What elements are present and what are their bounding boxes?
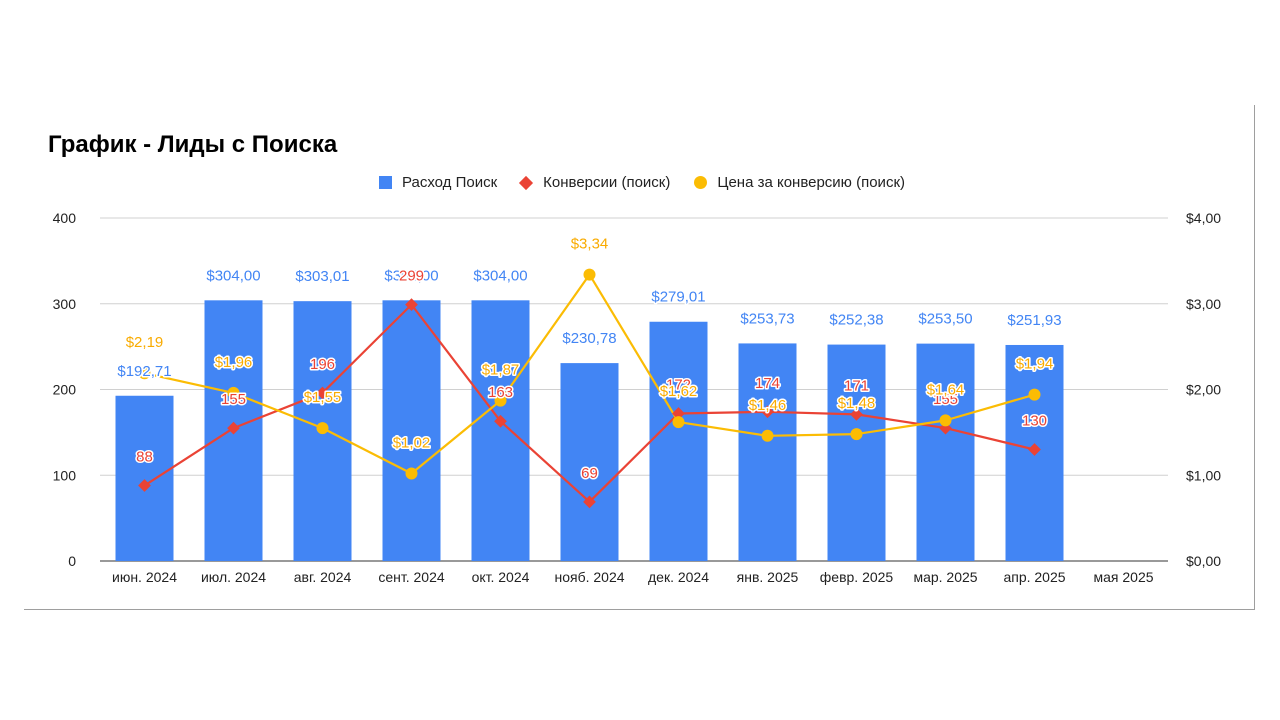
y-right-tick-label: $2,00	[1186, 382, 1221, 398]
x-tick-label: мая 2025	[1093, 569, 1153, 585]
x-tick-label: сент. 2024	[378, 569, 445, 585]
conversions-data-label: 163	[488, 384, 513, 401]
bar-spend-data-label: $304,00	[384, 267, 438, 284]
conversions-data-label: 88	[136, 449, 153, 466]
y-left-tick-label: 200	[53, 382, 77, 398]
x-tick-label: нояб. 2024	[554, 569, 624, 585]
bar-spend-data-label: $304,00	[473, 267, 527, 284]
bar-spend	[916, 343, 975, 561]
cost-per-conversion-data-label: $1,46	[749, 397, 787, 414]
conversions-data-label: 155	[933, 391, 958, 408]
legend-label-conversions: Конверсии (поиск)	[543, 174, 671, 191]
bar-spend	[738, 343, 797, 561]
conversions-data-label: 130	[1022, 413, 1047, 430]
conversions-data-label: 155	[221, 391, 246, 408]
legend-item-spend[interactable]: Расход Поиск	[378, 174, 498, 191]
conversions-data-label: 299	[399, 268, 424, 285]
legend-label-cost-per-conversion: Цена за конверсию (поиск)	[717, 174, 905, 191]
legend-item-conversions[interactable]: Конверсии (поиск)	[519, 174, 671, 191]
x-tick-label: янв. 2025	[737, 569, 799, 585]
cost-per-conversion-data-label: $2,19	[126, 334, 164, 351]
conversions-data-label: 196	[310, 356, 335, 373]
conversions-point	[494, 414, 507, 428]
bar-spend	[649, 321, 708, 561]
bar-spend-data-label: $279,01	[651, 289, 705, 306]
y-left-tick-label: 300	[53, 296, 77, 312]
cost-per-conversion-point	[761, 429, 774, 442]
bar-spend	[560, 363, 619, 561]
cost-per-conversion-point	[1028, 388, 1041, 401]
conversions-point	[138, 479, 151, 492]
x-tick-label: апр. 2025	[1003, 569, 1065, 585]
conversions-data-label: 174	[755, 375, 780, 392]
y-right-tick-label: $4,00	[1186, 210, 1221, 226]
legend-swatch-spend	[378, 176, 392, 189]
conversions-point	[405, 298, 418, 311]
y-left-tick-label: 0	[68, 553, 76, 569]
cost-per-conversion-point	[405, 467, 418, 480]
bar-spend-data-label: $252,38	[829, 312, 883, 329]
cost-per-conversion-point	[583, 268, 596, 281]
legend-swatch-cost-per-conversion	[694, 176, 708, 189]
cost-per-conversion-data-label: $1,62	[660, 383, 698, 400]
x-tick-label: авг. 2024	[294, 569, 352, 585]
bar-spend-data-label: $192,71	[117, 363, 171, 380]
cost-per-conversion-data-label: $1,64	[927, 381, 965, 398]
cost-per-conversion-point	[227, 386, 240, 399]
conversions-data-label: 171	[844, 377, 869, 394]
legend-item-cost-per-conversion[interactable]: Цена за конверсию (поиск)	[694, 174, 905, 191]
bar-spend-data-label: $303,01	[295, 268, 349, 285]
x-tick-label: июн. 2024	[112, 569, 177, 585]
bar-spend	[382, 300, 441, 561]
cost-per-conversion-point	[672, 416, 685, 429]
conversions-point	[227, 421, 240, 435]
cost-per-conversion-data-label: $1,94	[1016, 356, 1054, 373]
y-left-tick-label: 100	[53, 467, 77, 483]
bar-spend	[115, 395, 174, 561]
cost-per-conversion-point	[939, 414, 952, 427]
cost-per-conversion-point	[850, 428, 863, 441]
chart-title: График - Лиды с Поиска	[48, 131, 338, 158]
bar-spend-data-label: $230,78	[562, 330, 616, 347]
x-tick-label: февр. 2025	[820, 569, 894, 585]
cost-per-conversion-point	[138, 367, 151, 380]
bar-spend-data-label: $253,50	[918, 311, 972, 328]
bar-spend-data-label: $251,93	[1007, 312, 1061, 329]
cost-per-conversion-point	[494, 394, 507, 407]
bar-spend-data-label: $304,00	[206, 267, 260, 284]
y-right-tick-label: $1,00	[1186, 467, 1221, 483]
bar-spend	[827, 344, 886, 561]
bar-spend	[471, 300, 530, 561]
y-right-tick-label: $0,00	[1186, 553, 1221, 569]
legend-label-spend: Расход Поиск	[401, 174, 498, 191]
conversions-data-label: 172	[666, 377, 691, 394]
cost-per-conversion-data-label: $3,34	[571, 236, 609, 253]
cost-per-conversion-point	[316, 422, 329, 435]
conversions-data-label: 69	[581, 465, 598, 482]
x-tick-label: мар. 2025	[913, 569, 977, 585]
chart-legend: Расход Поиск Конверсии (поиск) Цена за к…	[0, 174, 1280, 191]
cost-per-conversion-data-label: $1,02	[393, 435, 431, 452]
x-tick-label: окт. 2024	[472, 569, 530, 585]
y-left-tick-label: 400	[53, 210, 77, 226]
cost-per-conversion-data-label: $1,96	[215, 354, 253, 371]
cost-per-conversion-data-label: $1,87	[482, 362, 520, 379]
cost-per-conversion-data-label: $1,48	[838, 395, 876, 412]
conversions-point	[316, 386, 329, 400]
cost-per-conversion-data-label: $1,55	[304, 389, 342, 406]
bar-spend-data-label: $253,73	[740, 310, 794, 327]
x-tick-label: июл. 2024	[201, 569, 266, 585]
x-tick-label: дек. 2024	[648, 569, 709, 585]
chart-frame	[24, 105, 1255, 610]
y-right-tick-label: $3,00	[1186, 296, 1221, 312]
